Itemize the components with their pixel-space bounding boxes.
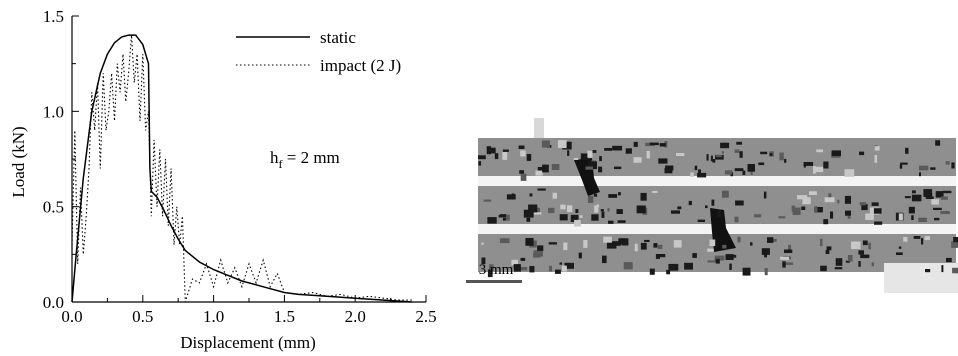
- load-displacement-chart: 0.0 0.5 1.0 1.5 2.0 2.5 0.0 0.5 1.0 1.5 static imp…: [9, 7, 437, 352]
- scale-bar: [466, 280, 522, 283]
- series-layer: [71, 34, 412, 303]
- legend-label: static: [320, 28, 356, 47]
- y-tick-label: 1.0: [43, 102, 64, 121]
- x-tick-label: 2.5: [415, 307, 436, 326]
- chart-ticks: 0.0 0.5 1.0 1.5 2.0 2.5 0.0 0.5 1.0 1.5: [43, 7, 437, 326]
- x-tick-label: 2.0: [345, 307, 366, 326]
- scale-bar-label: 3 mm: [478, 262, 514, 278]
- micrograph-speckles: [478, 140, 958, 278]
- micrograph-image: [478, 118, 958, 293]
- thickness-annotation: hf = 2 mm: [270, 148, 340, 171]
- y-tick-label: 1.5: [43, 7, 64, 26]
- legend: static impact (2 J): [236, 28, 401, 75]
- y-tick-label: 0.5: [43, 198, 64, 217]
- fracture-micrograph: [478, 118, 958, 293]
- y-axis-label: Load (kN): [9, 126, 28, 197]
- y-tick-label: 0.0: [43, 293, 64, 312]
- x-tick-label: 0.5: [132, 307, 153, 326]
- x-axis-label: Displacement (mm): [180, 333, 316, 352]
- x-tick-label: 1.5: [274, 307, 295, 326]
- series-line-impact: [71, 35, 412, 303]
- series-line-static: [71, 34, 412, 303]
- x-tick-label: 1.0: [203, 307, 224, 326]
- x-tick-label: 0.0: [61, 307, 82, 326]
- legend-label: impact (2 J): [320, 56, 401, 75]
